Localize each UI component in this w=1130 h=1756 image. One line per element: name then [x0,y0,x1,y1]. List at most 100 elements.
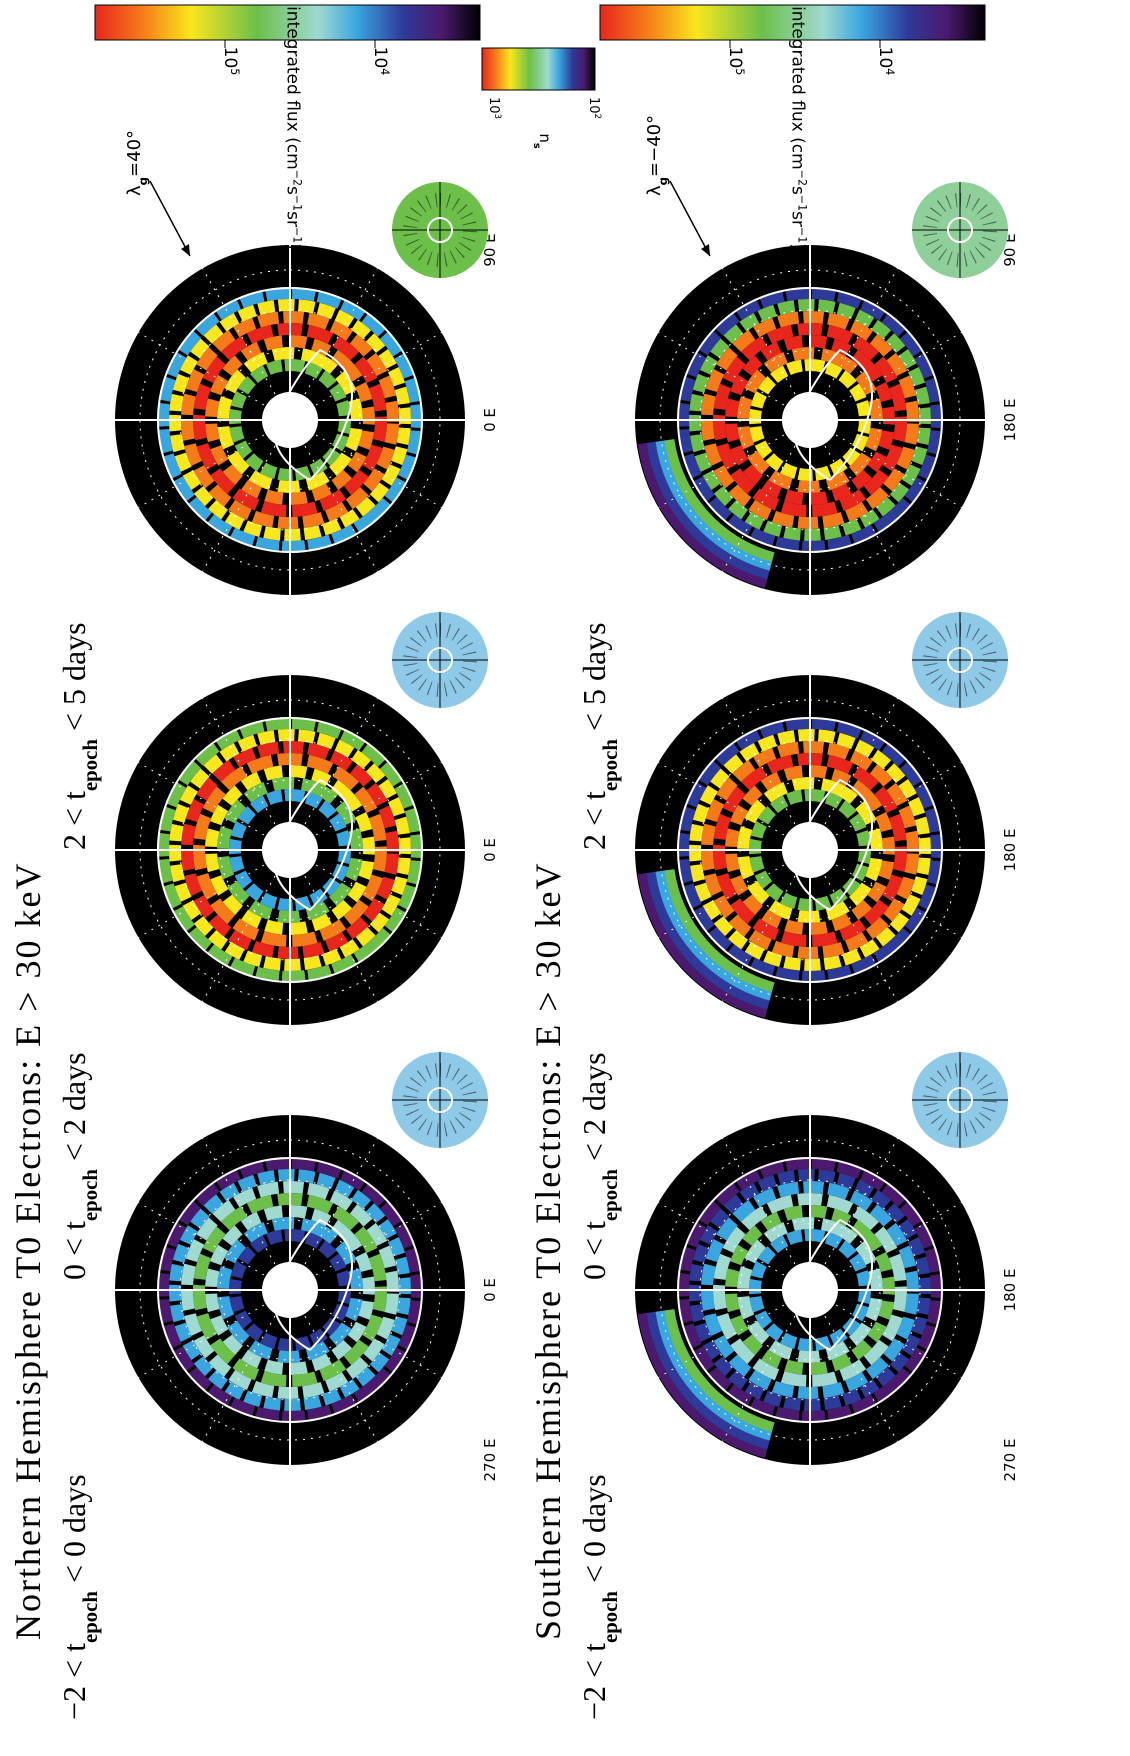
panel-label: 0 < tepoch < 2 days [56,1052,102,1280]
annotation-arrow [670,181,710,256]
longitude-label: 180 E [1001,1269,1019,1312]
latitude-annotation: λg=40° [124,130,150,196]
text-part: < 2 days [576,1052,612,1169]
text-part: 10 [220,47,240,69]
text-part: −1 [291,227,304,243]
panel-label: −2 < tepoch < 0 days [576,1474,622,1720]
text-part: 0 < t [576,1221,612,1280]
longitude-label: 270 E [1001,1439,1019,1482]
text-part: 5 [229,68,242,75]
text-part: epoch [79,1169,102,1221]
colorbar-tick-label: 105 [725,47,747,76]
row-title: Southern Hemisphere T0 Electrons: E > 30… [528,862,568,1641]
text-part: < 2 days [56,1052,92,1169]
text-part: n [536,133,554,143]
inset-map [392,182,488,278]
text-part: 4 [379,68,392,75]
text-part: λ [124,185,145,196]
text-part: epoch [599,1591,622,1643]
text-part: integrated flux (cm [283,6,303,170]
inset-map [912,1052,1008,1148]
figure: Northern Hemisphere T0 Electrons: E > 30… [0,0,1130,1756]
text-part: 10 [370,47,390,69]
text-part: 3 [493,114,503,119]
text-part: epoch [599,1169,622,1221]
pole-hole [262,392,318,448]
panel-label: 0 < tepoch < 2 days [576,1052,622,1280]
text-part: s [532,143,543,149]
text-part: < 0 days [576,1474,612,1591]
samples-colorbar [482,48,595,90]
text-part: g [136,177,150,185]
colorbar-tick-label: 104 [370,47,392,76]
text-part: −2 < t [56,1643,92,1720]
longitude-label: 180 E [1001,399,1019,442]
text-part: < 5 days [576,622,612,739]
row-title: Northern Hemisphere T0 Electrons: E > 30… [8,862,48,1640]
longitude-label: 0 E [481,408,499,432]
pole-hole [782,822,838,878]
text-part: =40° [124,130,145,177]
text-part: 4 [884,68,897,75]
text-part: −1 [291,195,304,211]
text-part: ) [283,243,303,250]
text-part: 10 [725,47,745,69]
colorbar-label: integrated flux (cm−2s−1sr−1) [788,6,810,250]
text-part: 5 [734,68,747,75]
longitude-label: 180 E [1001,829,1019,872]
text-part: −1 [796,195,809,211]
text-part: −2 < t [576,1643,612,1720]
text-part: s [788,186,808,195]
text-part: ) [788,243,808,250]
text-part: 10 [875,47,895,69]
colorbar-label: integrated flux (cm−2s−1sr−1) [283,6,305,250]
text-part: < 5 days [56,622,92,739]
text-part: sr [788,211,808,227]
pole-hole [262,822,318,878]
text-part: −2 [291,170,304,186]
pole-hole [262,1262,318,1318]
samples-tick-label: 103 [486,97,503,119]
text-part: epoch [79,1591,102,1643]
text-part: epoch [599,739,622,791]
annotation-arrow [150,181,190,256]
samples-tick-label: 102 [586,97,603,119]
text-part: 0 < t [56,1221,92,1280]
polar-map [111,241,470,600]
text-part: 10 [486,97,501,114]
polar-map [631,1111,990,1470]
longitude-label: 0 E [481,1278,499,1302]
longitude-label: 270 E [481,1439,499,1482]
pole-hole [782,392,838,448]
inset-map [912,182,1008,278]
colorbar-tick-label: 105 [220,47,242,76]
text-part: g [656,177,670,185]
pole-hole [782,1262,838,1318]
inset-map [392,1052,488,1148]
inset-map [392,612,488,708]
samples-label: ns [532,133,555,149]
colorbar-tick-label: 104 [875,47,897,76]
arrow-head [181,244,190,256]
text-part: epoch [79,739,102,791]
text-part: −1 [796,227,809,243]
latitude-annotation: λg=−40° [644,115,670,196]
arrow-head [701,244,710,256]
inset-map [912,612,1008,708]
text-part: −2 [796,170,809,186]
text-part: < 0 days [56,1474,92,1591]
text-part: s [283,186,303,195]
text-part: sr [283,211,303,227]
text-part: 2 < t [56,791,92,850]
text-part: 2 < t [576,791,612,850]
polar-map [631,241,990,600]
polar-map [631,671,990,1030]
text-part: 2 [593,114,603,119]
panel-label: 2 < tepoch < 5 days [576,622,622,850]
text-part: integrated flux (cm [788,6,808,170]
figure-canvas: Northern Hemisphere T0 Electrons: E > 30… [0,0,1130,1756]
polar-map [111,671,470,1030]
panel-label: −2 < tepoch < 0 days [56,1474,102,1720]
polar-map [111,1111,470,1470]
text-part: λ [644,185,665,196]
